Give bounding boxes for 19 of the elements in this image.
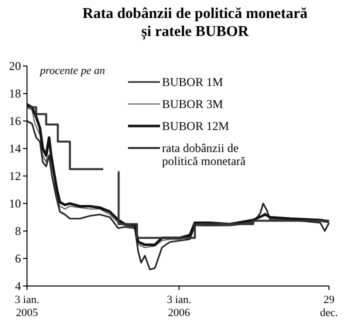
y-tick-label: 6 xyxy=(15,252,21,266)
y-tick-label: 20 xyxy=(9,59,21,73)
legend-label: BUBOR 1M xyxy=(162,75,224,89)
y-tick-label: 14 xyxy=(9,142,21,156)
line-series xyxy=(26,120,330,270)
y-tick-label: 12 xyxy=(9,169,21,183)
x-tick-label: 29 dec. xyxy=(320,294,338,319)
chart-title: Rata dobânzii de politică monetară și ratele BUBOR xyxy=(82,6,308,40)
x-tick-label: 3 ian. 2006 xyxy=(166,294,192,319)
y-tick-label: 10 xyxy=(9,196,21,210)
legend-label: BUBOR 12M xyxy=(162,119,230,133)
legend-label: rata dobânzii de politică monetară xyxy=(162,141,246,168)
y-tick-label: 4 xyxy=(15,279,21,293)
y-tick-label: 8 xyxy=(15,224,21,238)
legend-label: BUBOR 3M xyxy=(162,97,224,111)
y-axis-title: procente pe an xyxy=(39,65,106,77)
y-tick-label: 18 xyxy=(9,86,21,100)
x-tick-label: 3 ian. 2005 xyxy=(14,294,40,319)
y-tick-label: 16 xyxy=(9,114,21,128)
